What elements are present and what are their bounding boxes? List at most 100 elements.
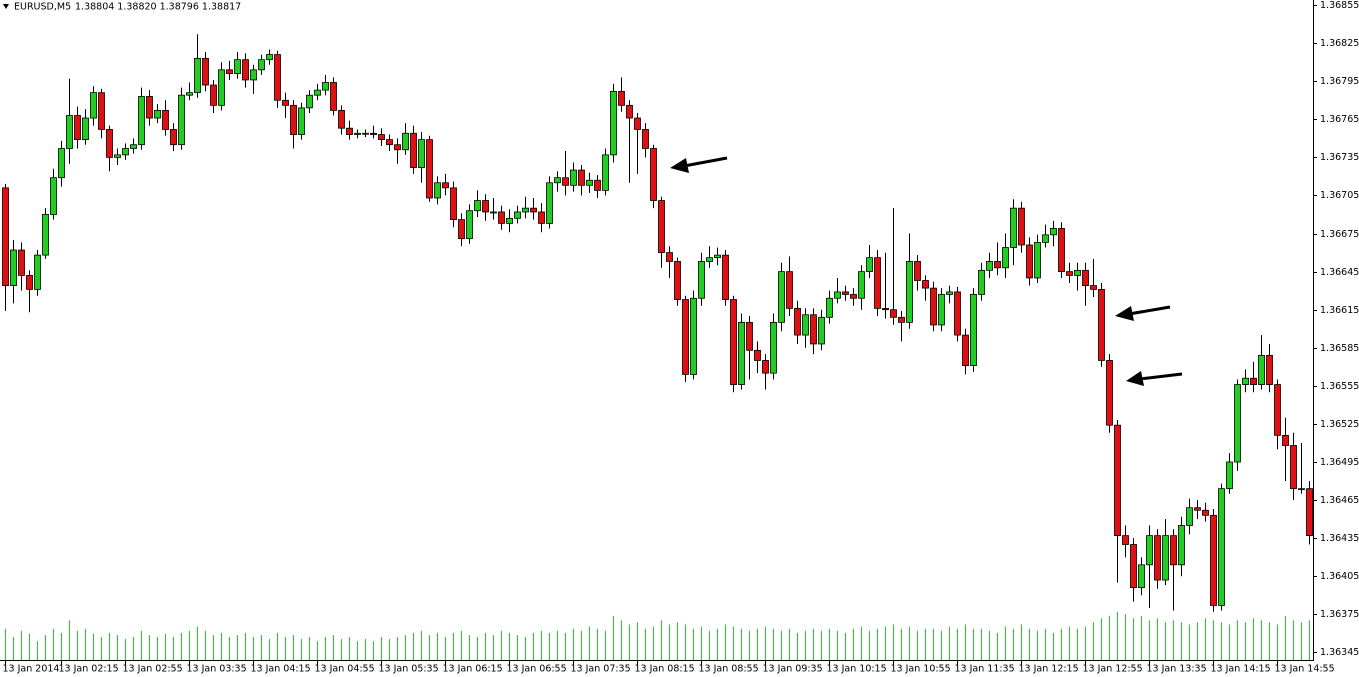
- candle-body: [1034, 242, 1041, 279]
- candle-body: [586, 179, 593, 186]
- candle-body: [866, 257, 873, 273]
- x-tick-label: 13 Jan 10:55: [891, 664, 951, 675]
- candle-body: [1290, 445, 1297, 490]
- candle-body: [146, 96, 153, 119]
- candle-body: [690, 297, 697, 375]
- candle-body: [98, 92, 105, 130]
- x-tick-label: 13 Jan 04:15: [251, 664, 311, 675]
- candle-body: [170, 129, 177, 146]
- chart-symbol: EURUSD,M5: [14, 2, 71, 13]
- menu-triangle: [3, 4, 9, 9]
- candle-body: [1058, 228, 1065, 273]
- candle-body: [378, 134, 385, 141]
- y-tick-label: 1.36645: [1320, 267, 1359, 278]
- x-tick-label: 13 Jan 05:35: [379, 664, 439, 675]
- candle-body: [498, 211, 505, 224]
- candle-body: [186, 92, 193, 96]
- arrow-shaft: [1139, 372, 1183, 381]
- candle-body: [1154, 535, 1161, 581]
- candle-body: [986, 261, 993, 271]
- candle-body: [874, 257, 881, 309]
- y-tick-label: 1.36495: [1320, 457, 1359, 468]
- candle-body: [130, 144, 137, 149]
- candle-body: [802, 314, 809, 336]
- y-tick-label: 1.36405: [1320, 571, 1359, 582]
- candle-body: [466, 210, 473, 240]
- candle-body: [666, 252, 673, 262]
- candle-body: [178, 94, 185, 146]
- candle-body: [154, 110, 161, 119]
- candle-body: [1138, 564, 1145, 589]
- candle-body: [106, 129, 113, 158]
- candle-body: [138, 96, 145, 146]
- y-tick-label: 1.36855: [1320, 0, 1359, 11]
- candle-body: [1258, 354, 1265, 385]
- y-tick-label: 1.36345: [1320, 647, 1359, 658]
- candle-body: [994, 261, 1001, 269]
- candle-body: [570, 169, 577, 186]
- candle-body: [610, 90, 617, 156]
- candle-body: [10, 249, 17, 286]
- y-tick-label: 1.36525: [1320, 419, 1359, 430]
- candle-body: [210, 84, 217, 106]
- candle-body: [1306, 488, 1313, 537]
- candle-body: [522, 207, 529, 213]
- candle-body: [298, 107, 305, 135]
- candle-body: [546, 182, 553, 224]
- candle-body: [650, 148, 657, 201]
- candle-body: [514, 211, 521, 219]
- candle-body: [1202, 509, 1209, 516]
- candle-body: [1042, 234, 1049, 243]
- candle-body: [314, 89, 321, 96]
- x-tick-label: 13 Jan 13:35: [1147, 664, 1207, 675]
- candle-body: [1194, 507, 1201, 511]
- candle-body: [42, 214, 49, 256]
- candle-body: [930, 287, 937, 326]
- candle-body: [562, 177, 569, 186]
- candle-body: [898, 316, 905, 323]
- arrow-head: [1115, 306, 1134, 321]
- candle-body: [746, 321, 753, 351]
- candle-body: [330, 82, 337, 111]
- candle-body: [730, 299, 737, 385]
- candle-body: [1146, 535, 1153, 566]
- candle-body: [450, 187, 457, 220]
- x-tick-label: 13 Jan 14:15: [1211, 664, 1271, 675]
- candle-body: [554, 177, 561, 184]
- candle-body: [578, 169, 585, 186]
- candle-body: [1210, 514, 1217, 606]
- candle-body: [850, 294, 857, 299]
- y-tick-label: 1.36585: [1320, 343, 1359, 354]
- candle-body: [754, 349, 761, 361]
- candle-body: [90, 92, 97, 119]
- candle-body: [1282, 434, 1289, 446]
- candle-body: [594, 179, 601, 191]
- candle-body: [410, 132, 417, 168]
- arrow-shaft: [1128, 305, 1171, 316]
- y-tick-label: 1.36735: [1320, 152, 1359, 163]
- candle-body: [442, 182, 449, 189]
- candle-body: [218, 69, 225, 106]
- candle-body: [354, 132, 361, 135]
- x-tick-label: 13 Jan 07:35: [571, 664, 631, 675]
- candle-body: [954, 291, 961, 336]
- candle-body: [226, 69, 233, 75]
- candle-body: [922, 280, 929, 289]
- candle-body: [794, 308, 801, 336]
- candle-body: [394, 144, 401, 151]
- candle-body: [778, 271, 785, 323]
- y-tick-label: 1.36675: [1320, 229, 1359, 240]
- candle-body: [1170, 535, 1177, 566]
- candle-body: [770, 321, 777, 374]
- x-tick-label: 13 Jan 04:55: [315, 664, 375, 675]
- candle-body: [26, 275, 33, 290]
- candle-body: [962, 334, 969, 366]
- arrow-head: [670, 158, 689, 173]
- candle-body: [882, 308, 889, 311]
- candle-body: [482, 200, 489, 213]
- candle-body: [530, 207, 537, 213]
- candle-body: [386, 139, 393, 146]
- candle-body: [458, 219, 465, 240]
- candle-body: [738, 321, 745, 385]
